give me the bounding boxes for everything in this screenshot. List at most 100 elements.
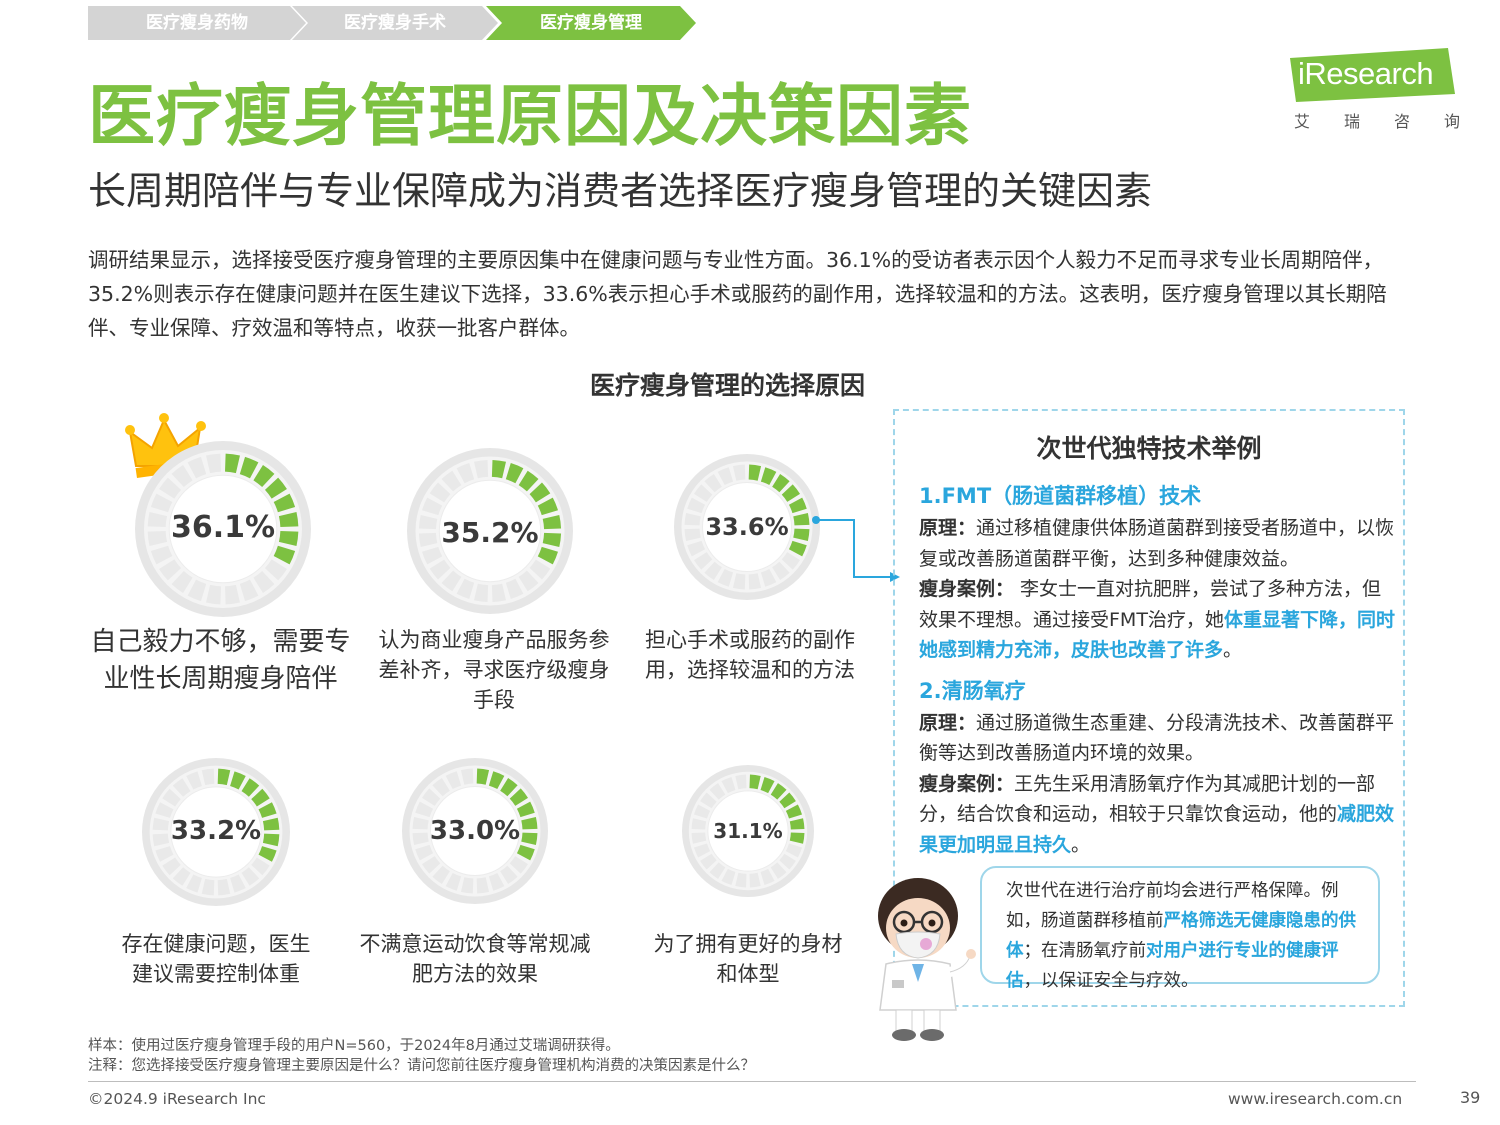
gauge-segment-filled bbox=[542, 532, 562, 547]
gauge-segment-empty bbox=[429, 559, 451, 580]
gauge-segment-empty bbox=[460, 768, 474, 785]
gauge-segment-empty bbox=[476, 877, 490, 894]
logo-cn-char: 瑞 bbox=[1343, 112, 1360, 131]
gauge-segment-empty bbox=[735, 774, 747, 790]
breadcrumb-label: 医疗瘦身药物 bbox=[146, 13, 248, 33]
gauge-segment-empty bbox=[785, 843, 803, 858]
gauge-segment-empty bbox=[700, 853, 717, 870]
breadcrumb-item-drugs[interactable]: 医疗瘦身药物 bbox=[88, 6, 306, 40]
page-number: 39 bbox=[1460, 1088, 1481, 1107]
gauge-segment-filled bbox=[760, 467, 777, 486]
reason-label-5: 不满意运动饮食等常规减 肥方法的效果 bbox=[350, 930, 600, 990]
gauge-segment-empty bbox=[505, 578, 524, 599]
gauge-value: 33.6% bbox=[705, 513, 789, 541]
gauge-segment-empty bbox=[162, 788, 181, 807]
gauge-segment-empty bbox=[171, 570, 193, 593]
gauge-segment-empty bbox=[691, 818, 707, 830]
reason-label-line: 自己毅力不够，需要专 bbox=[90, 627, 351, 657]
gauge-segment-filled bbox=[793, 512, 810, 526]
gauge-segment-filled bbox=[239, 456, 259, 479]
gauge-segment-empty bbox=[418, 532, 438, 547]
bubble-text-part: ；在清肠氧疗前 bbox=[1023, 941, 1147, 961]
gauge-segment-empty bbox=[709, 783, 726, 800]
breadcrumb-item-surgery[interactable]: 医疗瘦身手术 bbox=[292, 6, 498, 40]
chart-title: 医疗瘦身管理的选择原因 bbox=[590, 371, 866, 400]
gauge-segment-filled bbox=[262, 833, 280, 847]
case-text: 李女士一直对抗肥胖，尝试了多种方法，但效果不理想。通过接受FMT治疗，她 bbox=[919, 578, 1382, 631]
gauge-segment-filled bbox=[278, 531, 299, 546]
gauge-segment-filled bbox=[264, 477, 287, 499]
gauge-segment-filled bbox=[509, 788, 529, 806]
gauge-segment-filled bbox=[253, 465, 275, 488]
page-title: 医疗瘦身管理原因及决策因素 bbox=[88, 77, 972, 155]
reason-label-line: 用，选择较温和的方法 bbox=[645, 657, 855, 682]
gauge-segment-filled bbox=[793, 528, 810, 542]
reason-label-4: 存在健康问题，医生 建议需要控制体重 bbox=[100, 930, 332, 990]
case-end: 。 bbox=[1071, 833, 1091, 856]
gauge-segment-filled bbox=[217, 768, 231, 786]
gauge-segment-empty bbox=[147, 512, 168, 527]
gauge-segment-empty bbox=[781, 552, 801, 570]
gauge-segment-empty bbox=[253, 570, 275, 593]
case-end: 。 bbox=[1223, 639, 1243, 661]
reason-label-3: 担心手术或服药的副作 用，选择较温和的方法 bbox=[632, 626, 868, 686]
gauge-segment-filled bbox=[225, 453, 240, 474]
gauge-value: 36.1% bbox=[170, 510, 276, 545]
footnotes: 样本：使用过医疗瘦身管理手段的用户N=560，于2024年8月通过艾瑞调研获得。… bbox=[88, 1036, 755, 1076]
gauge-segment-empty bbox=[230, 874, 246, 893]
gauge-segment-empty bbox=[172, 778, 191, 797]
gauge-segment-filled bbox=[537, 497, 558, 516]
breadcrumb-item-management[interactable]: 医疗瘦身管理 bbox=[486, 6, 696, 40]
gauge-reason-2: 35.2% bbox=[405, 446, 575, 616]
reason-label-line: 和体型 bbox=[716, 961, 780, 986]
gauge-segment-empty bbox=[415, 801, 434, 818]
gauge-segment-empty bbox=[721, 776, 736, 794]
gauge-segment-empty bbox=[415, 844, 434, 861]
gauge-segment-empty bbox=[152, 833, 170, 847]
gauge-segment-empty bbox=[217, 878, 231, 896]
principle-label: 原理： bbox=[919, 517, 977, 539]
reason-label-2: 认为商业瘦身产品服务参 差补齐，寻求医疗级瘦身 手段 bbox=[363, 626, 625, 715]
website-link[interactable]: www.iresearch.com.cn bbox=[1228, 1090, 1403, 1108]
gauge-segment-filled bbox=[542, 515, 562, 530]
gauge-segment-empty bbox=[201, 878, 215, 896]
gauge-segment-empty bbox=[456, 463, 475, 484]
gauge-segment-empty bbox=[687, 540, 706, 557]
gauge-segment-empty bbox=[432, 865, 450, 885]
bubble-text-part: 次世代在进行治疗前均会进行严格保障。例如，肠道菌群移植前 bbox=[1006, 881, 1339, 931]
gauge-segment-empty bbox=[693, 484, 713, 502]
gauge-segment-empty bbox=[150, 493, 173, 513]
gauge-segment-filled bbox=[518, 470, 539, 492]
gauge-center bbox=[707, 790, 789, 872]
gauge-segment-filled bbox=[748, 464, 762, 481]
gauge-segment-empty bbox=[421, 788, 441, 806]
gauge-segment-empty bbox=[445, 872, 462, 891]
gauge-segment-filled bbox=[278, 512, 299, 527]
gauge-reason-6: 31.1% bbox=[680, 763, 816, 899]
remark-note: 注释：您选择接受医疗瘦身管理主要原因是什么？请问您前往医疗瘦身管理机构消费的决策… bbox=[88, 1058, 755, 1074]
gauge-reason-1: 36.1% bbox=[133, 439, 313, 619]
reason-label-6: 为了拥有更好的身材 和体型 bbox=[638, 930, 858, 990]
gauge-segment-empty bbox=[474, 583, 489, 603]
tech-panel: 次世代独特技术举例 1.FMT（肠道菌群移植）技术 原理：通过移植健康供体肠道菌… bbox=[893, 409, 1405, 1007]
gauge-segment-empty bbox=[684, 528, 701, 542]
gauge-segment-empty bbox=[779, 853, 796, 870]
gauge-segment-filled bbox=[273, 545, 296, 565]
gauge-segment-empty bbox=[225, 584, 240, 605]
tech-panel-body: 1.FMT（肠道菌群移植）技术 原理：通过移植健康供体肠道菌群到接受者肠道中，以… bbox=[919, 479, 1395, 860]
gauge-segment-empty bbox=[418, 515, 438, 530]
gauge-segment-empty bbox=[491, 583, 506, 603]
gauge-segment-empty bbox=[159, 477, 182, 499]
gauge-segment-empty bbox=[474, 459, 489, 479]
gauge-center bbox=[438, 479, 542, 583]
gauge-segment-empty bbox=[206, 584, 221, 605]
gauge-value: 35.2% bbox=[441, 516, 539, 549]
gauge-segment-empty bbox=[687, 497, 706, 514]
principle-text: 通过肠道微生态重建、分段清洗技术、改善菌群平衡等达到改善肠道内环境的效果。 bbox=[919, 711, 1395, 765]
gauge-center bbox=[168, 474, 278, 584]
gauge-segment-empty bbox=[693, 804, 711, 819]
gauge-segment-empty bbox=[529, 559, 551, 580]
gauge-segment-empty bbox=[155, 846, 174, 862]
gauge-segment-filled bbox=[500, 777, 518, 797]
gauge-segment-filled bbox=[241, 778, 260, 797]
